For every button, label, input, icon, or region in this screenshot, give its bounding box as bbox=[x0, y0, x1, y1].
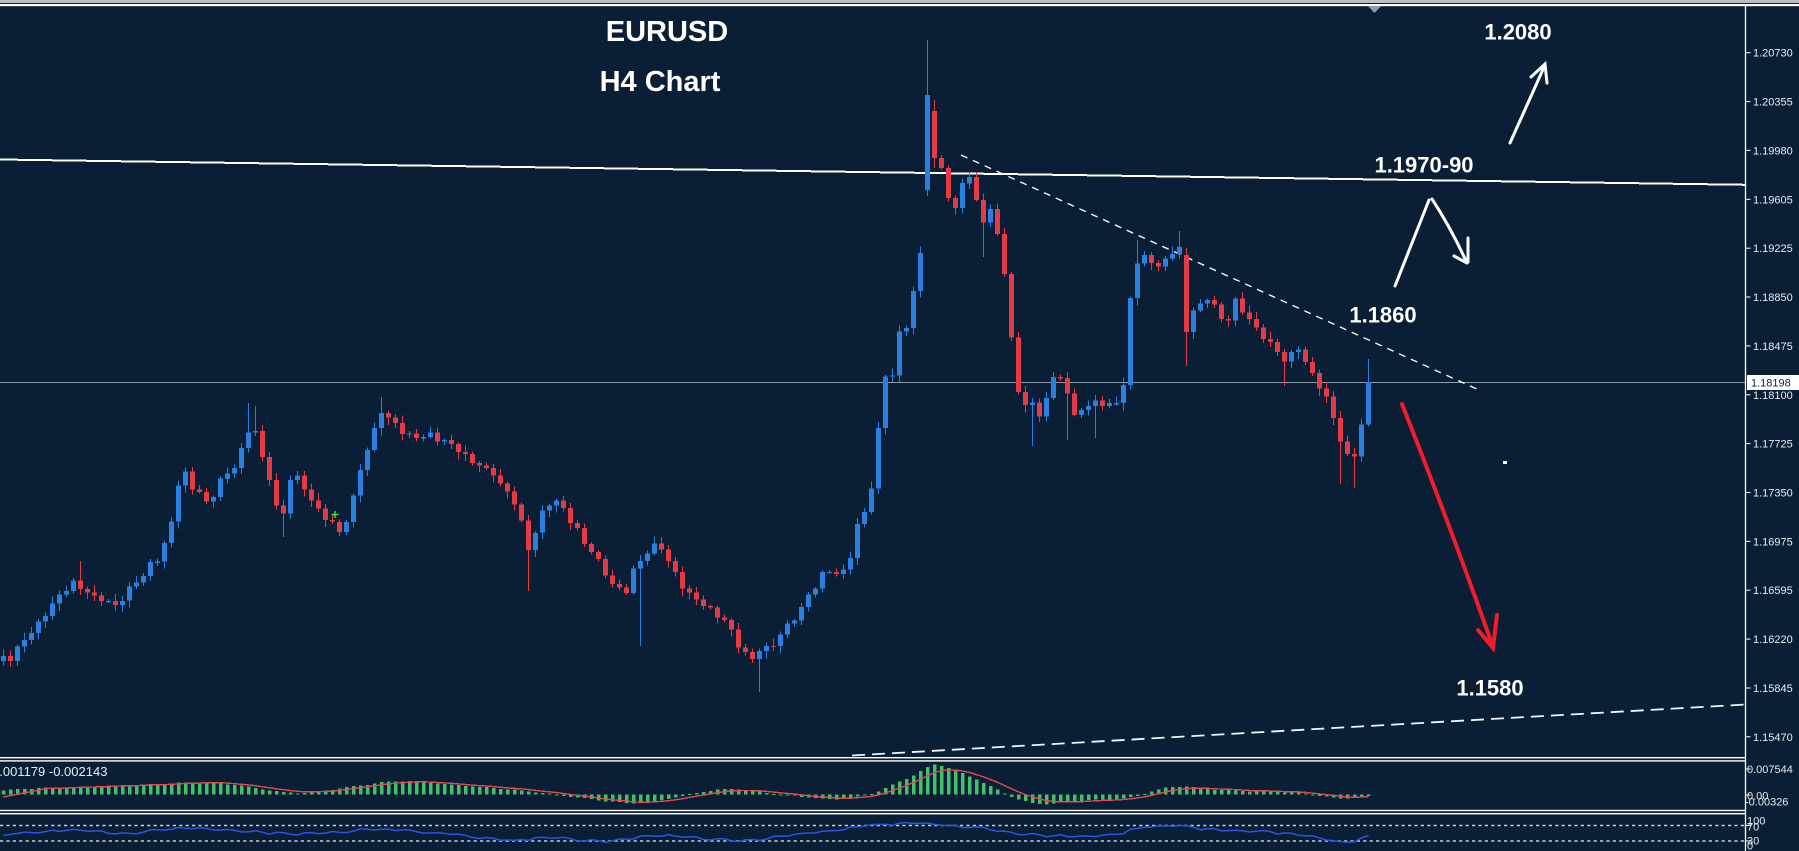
svg-text:1.15470: 1.15470 bbox=[1753, 732, 1793, 744]
svg-text:1.17350: 1.17350 bbox=[1753, 488, 1793, 500]
svg-text:1.2080: 1.2080 bbox=[1484, 20, 1551, 45]
svg-text:1.16975: 1.16975 bbox=[1753, 536, 1793, 548]
svg-text:1.15845: 1.15845 bbox=[1753, 683, 1793, 695]
svg-text:1.19605: 1.19605 bbox=[1753, 194, 1793, 206]
svg-text:-0.00326: -0.00326 bbox=[1745, 797, 1788, 809]
svg-text:1.20355: 1.20355 bbox=[1753, 97, 1793, 109]
svg-text:1.20730: 1.20730 bbox=[1753, 48, 1793, 60]
svg-text:H4 Chart: H4 Chart bbox=[600, 66, 721, 98]
svg-text:1.1580: 1.1580 bbox=[1456, 676, 1523, 701]
svg-text:70: 70 bbox=[1747, 822, 1759, 834]
svg-text:0.00: 0.00 bbox=[1747, 790, 1768, 802]
svg-text:30: 30 bbox=[1747, 836, 1759, 848]
svg-text:1.19225: 1.19225 bbox=[1753, 243, 1793, 255]
svg-text:1.18475: 1.18475 bbox=[1753, 341, 1793, 353]
svg-text:1.17725: 1.17725 bbox=[1753, 439, 1793, 451]
svg-text:100: 100 bbox=[1747, 816, 1765, 828]
svg-text:0.007544: 0.007544 bbox=[1747, 764, 1793, 776]
svg-text:1.16595: 1.16595 bbox=[1753, 585, 1793, 597]
svg-text:1.1860: 1.1860 bbox=[1349, 303, 1416, 328]
svg-text:1.1970-90: 1.1970-90 bbox=[1374, 153, 1473, 178]
svg-text:0: 0 bbox=[1747, 841, 1753, 851]
svg-text:1.19980: 1.19980 bbox=[1753, 145, 1793, 157]
svg-text:1.18850: 1.18850 bbox=[1753, 292, 1793, 304]
svg-text:1.16220: 1.16220 bbox=[1753, 634, 1793, 646]
svg-text:1.18100: 1.18100 bbox=[1753, 390, 1793, 402]
svg-text:0.001179 -0.002143: 0.001179 -0.002143 bbox=[0, 764, 107, 779]
svg-text:EURUSD: EURUSD bbox=[606, 16, 728, 48]
svg-text:1.18198: 1.18198 bbox=[1751, 378, 1791, 390]
